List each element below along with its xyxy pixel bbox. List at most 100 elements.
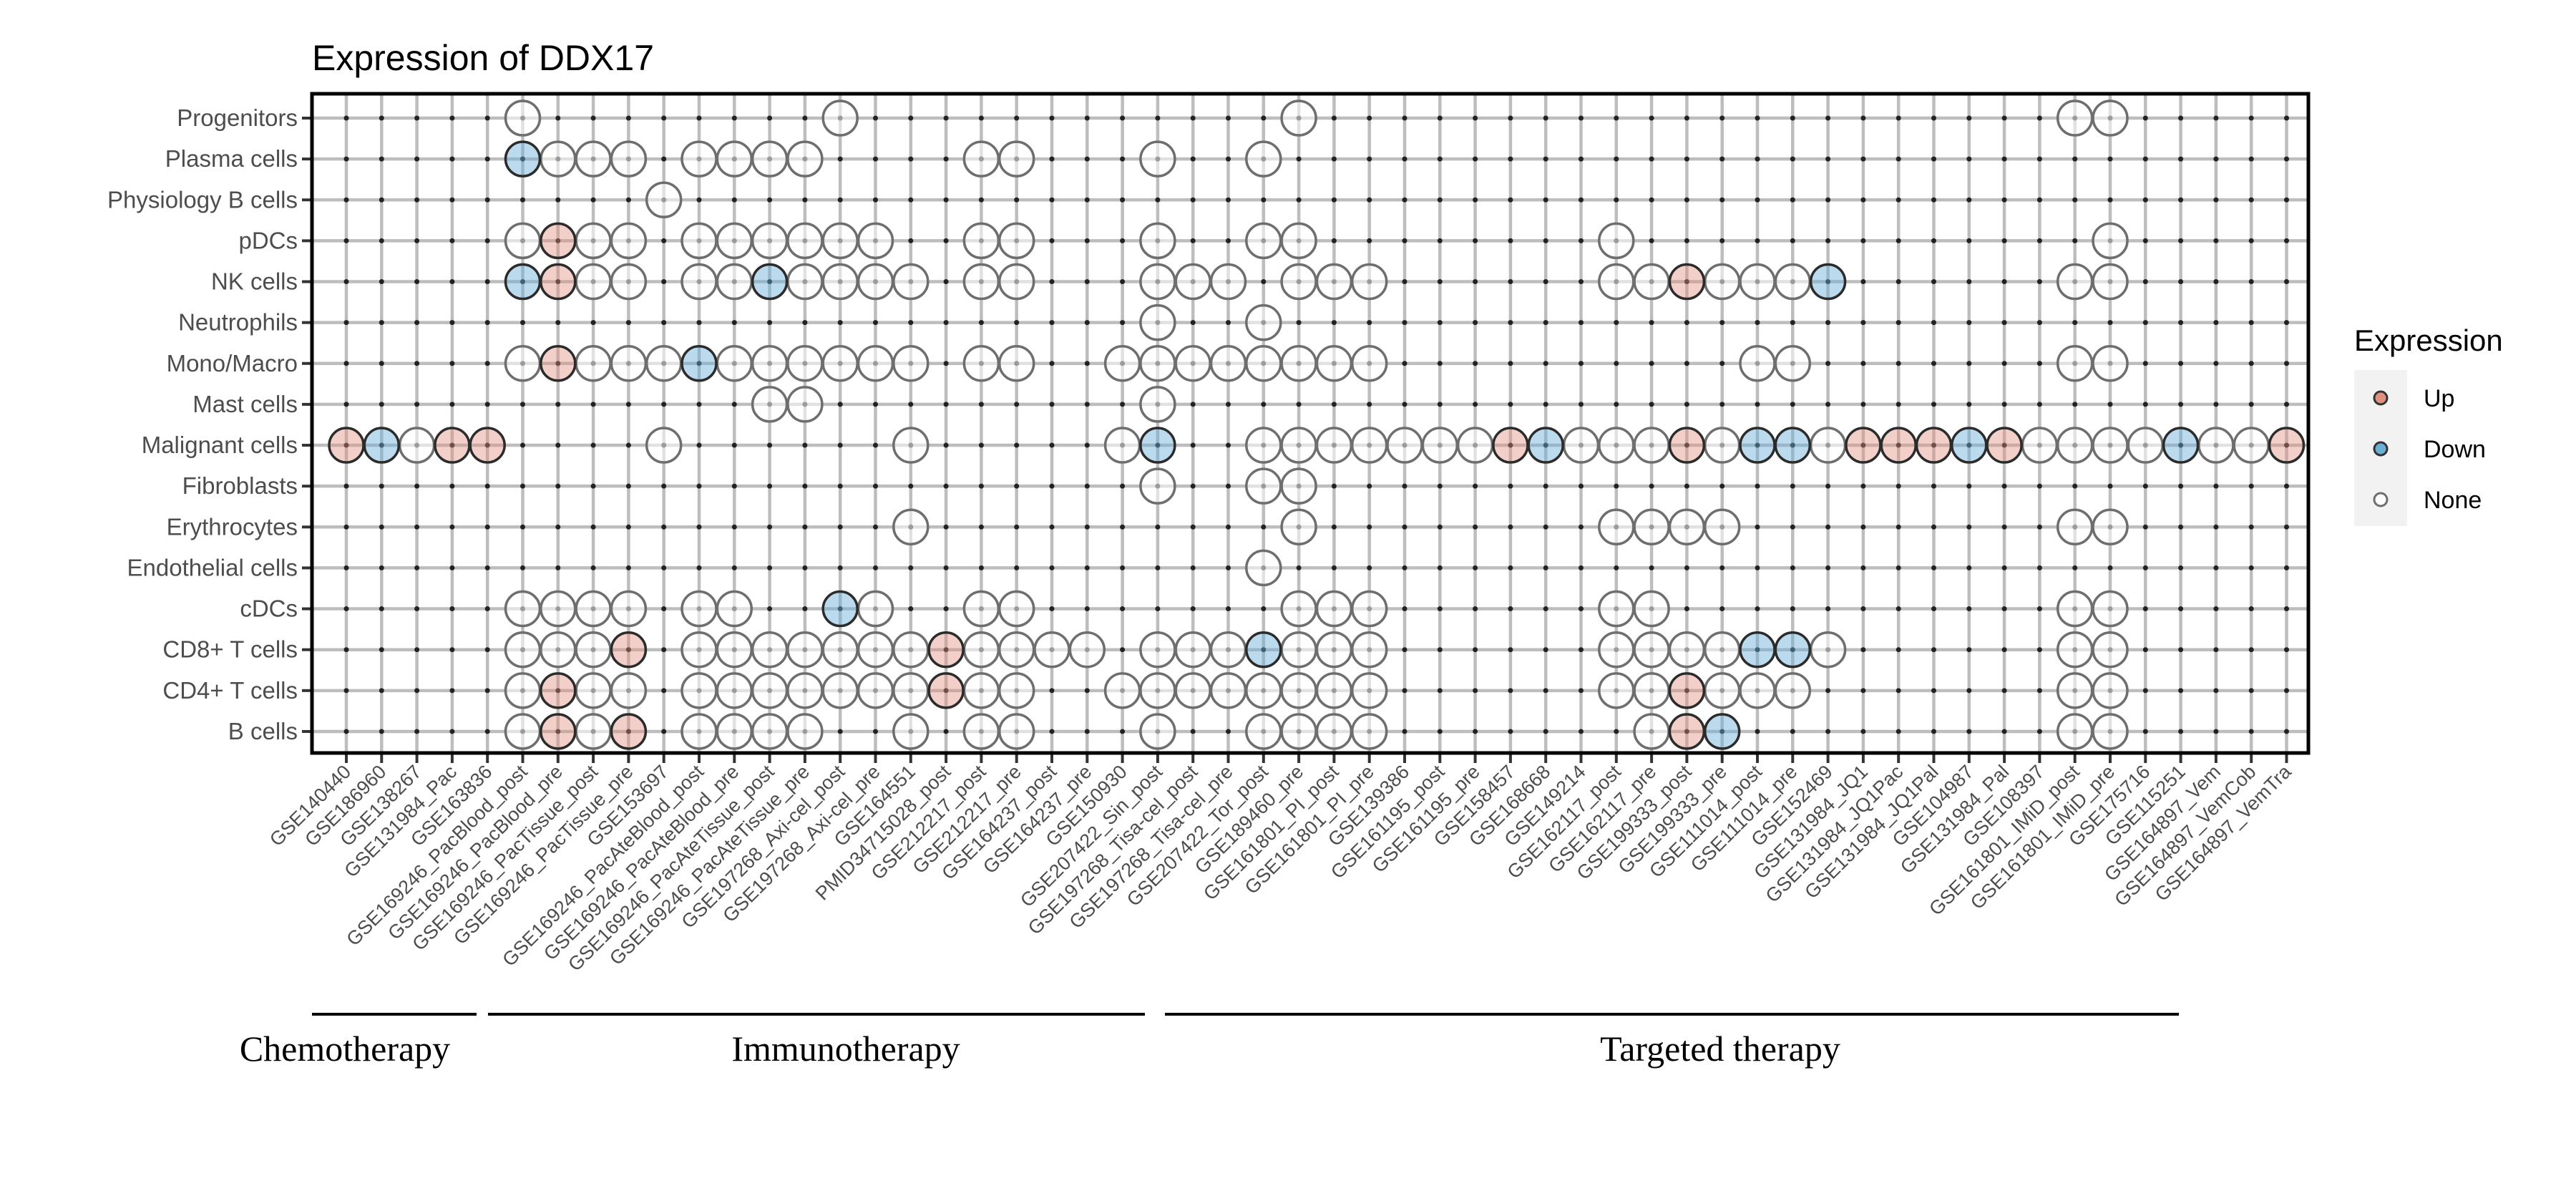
grid-intersection-dot	[1719, 238, 1725, 243]
grid-intersection-dot	[1226, 442, 1231, 448]
grid-intersection-dot	[1473, 647, 1478, 653]
grid-intersection-dot	[1931, 238, 1936, 243]
y-tick-label: Malignant cells	[142, 432, 298, 458]
group-label: Chemotherapy	[240, 1029, 450, 1069]
grid-intersection-dot	[1155, 524, 1161, 530]
grid-intersection-dot	[661, 279, 667, 285]
grid-intersection-dot	[1896, 156, 1901, 162]
grid-intersection-dot	[943, 565, 949, 570]
point-none	[1598, 263, 1635, 301]
grid-intersection-dot	[1190, 115, 1196, 121]
grid-intersection-dot	[1579, 565, 1584, 570]
grid-intersection-dot	[978, 197, 984, 203]
grid-intersection-dot	[1860, 647, 1866, 653]
grid-intersection-dot	[1579, 647, 1584, 653]
grid-intersection-dot	[1860, 565, 1866, 570]
grid-intersection-dot	[2142, 279, 2148, 285]
grid-intersection-dot	[1825, 238, 1831, 243]
grid-intersection-dot	[1755, 729, 1760, 734]
grid-intersection-dot	[414, 565, 420, 570]
grid-intersection-dot	[1437, 238, 1443, 243]
grid-intersection-dot	[1684, 565, 1689, 570]
grid-intersection-dot	[1966, 197, 1972, 203]
grid-intersection-dot	[978, 115, 984, 121]
grid-intersection-dot	[943, 442, 949, 448]
grid-intersection-dot	[1896, 483, 1901, 489]
grid-intersection-dot	[1860, 442, 1866, 448]
grid-intersection-dot	[1437, 115, 1443, 121]
grid-intersection-dot	[1614, 361, 1619, 366]
grid-intersection-dot	[2072, 156, 2078, 162]
grid-intersection-dot	[978, 320, 984, 326]
grid-intersection-dot	[1755, 647, 1760, 653]
grid-intersection-dot	[1331, 524, 1337, 530]
grid-intersection-dot	[2284, 729, 2289, 734]
grid-intersection-dot	[1367, 565, 1372, 570]
grid-intersection-dot	[2107, 156, 2113, 162]
grid-intersection-dot	[2178, 115, 2184, 121]
grid-intersection-dot	[1084, 483, 1090, 489]
point-none	[751, 140, 789, 178]
grid-intersection-dot	[767, 320, 773, 326]
grid-intersection-dot	[343, 729, 349, 734]
grid-intersection-dot	[2284, 442, 2289, 448]
grid-intersection-dot	[1931, 361, 1936, 366]
point-none	[1562, 427, 1600, 464]
point-none	[962, 222, 1000, 260]
grid-intersection-dot	[1543, 729, 1548, 734]
grid-intersection-dot	[661, 238, 667, 243]
point-none	[2092, 672, 2129, 709]
grid-intersection-dot	[1790, 647, 1795, 653]
grid-intersection-dot	[1190, 606, 1196, 612]
grid-intersection-dot	[1931, 729, 1936, 734]
grid-intersection-dot	[1120, 524, 1126, 530]
grid-intersection-dot	[1049, 688, 1055, 694]
grid-intersection-dot	[2142, 688, 2148, 694]
grid-intersection-dot	[2107, 320, 2113, 326]
point-none	[2056, 508, 2094, 546]
grid-intersection-dot	[1684, 688, 1689, 694]
point-none	[821, 263, 859, 301]
grid-intersection-dot	[1543, 483, 1548, 489]
grid-intersection-dot	[1931, 320, 1936, 326]
grid-intersection-dot	[1896, 606, 1901, 612]
point-none	[1245, 345, 1282, 382]
grid-intersection-dot	[1084, 320, 1090, 326]
grid-intersection-dot	[343, 402, 349, 407]
grid-intersection-dot	[2284, 320, 2289, 326]
grid-intersection-dot	[379, 442, 384, 448]
legend-key-down	[2373, 441, 2389, 457]
grid-intersection-dot	[2213, 402, 2219, 407]
point-none	[398, 427, 436, 464]
grid-intersection-dot	[1825, 279, 1831, 285]
grid-intersection-dot	[2248, 688, 2254, 694]
grid-intersection-dot	[1084, 524, 1090, 530]
point-none	[1139, 386, 1176, 423]
grid-intersection-dot	[1684, 197, 1689, 203]
grid-intersection-dot	[2284, 565, 2289, 570]
grid-intersection-dot	[767, 606, 773, 612]
grid-intersection-dot	[696, 361, 702, 366]
point-up	[610, 713, 648, 750]
grid-intersection-dot	[2142, 565, 2148, 570]
point-none	[1703, 631, 1741, 669]
grid-intersection-dot	[1508, 156, 1513, 162]
grid-intersection-dot	[1966, 565, 1972, 570]
grid-intersection-dot	[1084, 442, 1090, 448]
grid-intersection-dot	[1331, 320, 1337, 326]
grid-intersection-dot	[1402, 156, 1407, 162]
grid-intersection-dot	[1331, 156, 1337, 162]
grid-intersection-dot	[943, 606, 949, 612]
grid-intersection-dot	[1261, 606, 1267, 612]
grid-intersection-dot	[908, 606, 914, 612]
grid-intersection-dot	[1860, 606, 1866, 612]
grid-intersection-dot	[1790, 197, 1795, 203]
point-down	[363, 427, 401, 464]
grid-intersection-dot	[1825, 606, 1831, 612]
grid-intersection-dot	[1120, 729, 1126, 734]
point-down	[680, 345, 718, 382]
grid-intersection-dot	[2178, 361, 2184, 366]
grid-intersection-dot	[1896, 320, 1901, 326]
grid-intersection-dot	[520, 442, 525, 448]
grid-intersection-dot	[625, 442, 631, 448]
